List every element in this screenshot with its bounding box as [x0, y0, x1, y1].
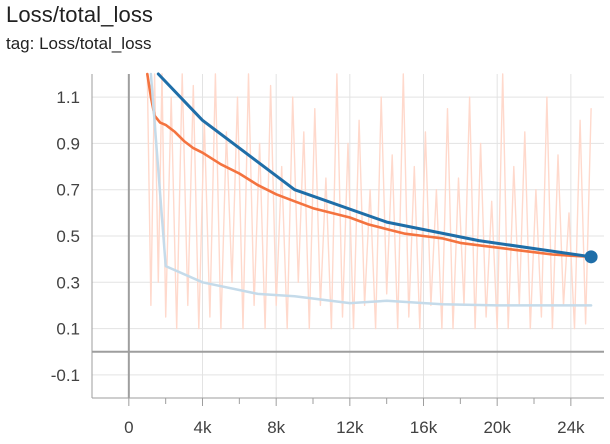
light-run-line — [149, 72, 593, 307]
y-tick-label: 0.7 — [56, 181, 80, 200]
blue-run-line — [156, 72, 593, 259]
axes — [91, 74, 604, 406]
x-tick-label: 4k — [194, 418, 212, 437]
x-tick-label: 8k — [267, 418, 285, 437]
series-layer — [146, 72, 593, 330]
y-tick-label: 0.9 — [56, 134, 80, 153]
y-tick-labels: -0.1 0.1 0.3 0.5 0.7 0.9 1.1 — [51, 88, 80, 385]
y-tick-label: 0.1 — [56, 320, 80, 339]
x-tick-label: 24k — [557, 418, 585, 437]
y-tick-label: -0.1 — [51, 366, 80, 385]
y-tick-label: 0.3 — [56, 273, 80, 292]
card-tag: tag: Loss/total_loss — [6, 34, 152, 53]
raw-loss-line — [146, 73, 592, 330]
y-tick-label: 0.5 — [56, 227, 80, 246]
x-tick-labels: 0 4k 8k 12k 16k 20k 24k — [124, 418, 585, 437]
x-tick-label: 20k — [483, 418, 511, 437]
x-tick-label: 0 — [124, 418, 133, 437]
x-tick-label: 16k — [410, 418, 438, 437]
card-title: Loss/total_loss — [6, 2, 154, 27]
current-point-marker — [584, 250, 598, 264]
x-tick-label: 12k — [336, 418, 364, 437]
markers — [584, 250, 598, 264]
y-tick-label: 1.1 — [56, 88, 80, 107]
smoothed-loss-line — [146, 72, 593, 259]
